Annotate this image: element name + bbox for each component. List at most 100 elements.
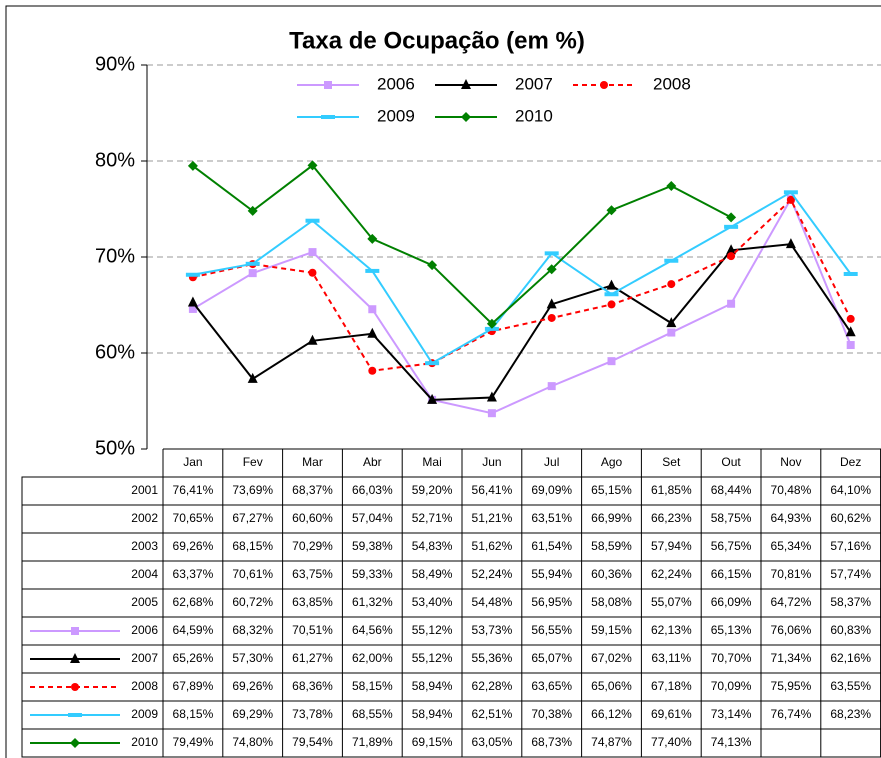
table-cell: 74,87% (591, 735, 632, 749)
legend-label: 2010 (515, 106, 553, 125)
table-cell: 69,26% (232, 679, 273, 693)
marker (324, 81, 332, 89)
table-cell: 62,13% (651, 623, 692, 637)
y-tick-label: 70% (95, 245, 135, 267)
marker (308, 268, 317, 277)
marker (546, 298, 557, 309)
table-cell: 59,15% (591, 623, 632, 637)
marker (607, 300, 616, 309)
legend-label: 2006 (377, 74, 415, 93)
table-cell: 69,26% (173, 539, 214, 553)
table-cell: 64,93% (771, 511, 812, 525)
table-cell: 79,49% (173, 735, 214, 749)
marker (365, 268, 380, 273)
table-cell: 53,73% (472, 623, 513, 637)
table-cell: 73,69% (232, 483, 273, 497)
table-cell: 61,27% (292, 651, 333, 665)
table-cell: 65,26% (173, 651, 214, 665)
x-tick-label: Out (721, 455, 741, 469)
marker (604, 292, 619, 297)
table-cell: 62,68% (173, 595, 214, 609)
table-cell: 51,62% (472, 539, 513, 553)
marker (487, 409, 496, 418)
marker (461, 79, 471, 89)
table-cell: 65,34% (771, 539, 812, 553)
marker (247, 205, 258, 216)
y-tick-label: 80% (95, 149, 135, 171)
table-cell: 68,44% (711, 483, 752, 497)
table-cell: 58,75% (711, 511, 752, 525)
table-cell: 68,32% (232, 623, 273, 637)
table-cell: 54,48% (472, 595, 513, 609)
table-cell: 55,12% (412, 651, 453, 665)
table-cell: 59,33% (352, 567, 393, 581)
table-cell: 55,94% (531, 567, 572, 581)
table-cell: 62,28% (472, 679, 513, 693)
table-cell: 68,73% (531, 735, 572, 749)
marker (845, 326, 856, 337)
series (187, 238, 856, 404)
series-line (192, 198, 852, 372)
x-tick-label: Fev (243, 455, 263, 469)
x-tick-label: Ago (601, 455, 623, 469)
table-cell: 67,18% (651, 679, 692, 693)
table-cell: 68,15% (232, 539, 273, 553)
table-cell: 67,02% (591, 651, 632, 665)
table-cell: 70,09% (711, 679, 752, 693)
marker (188, 304, 197, 313)
row-label: 2001 (131, 483, 158, 497)
marker (547, 313, 556, 322)
y-tick-label: 60% (95, 341, 135, 363)
table-cell: 68,36% (292, 679, 333, 693)
series-line (192, 190, 852, 365)
table-cell: 65,15% (591, 483, 632, 497)
x-tick-label: Set (662, 455, 681, 469)
table-cell: 62,00% (352, 651, 393, 665)
table-cell: 76,41% (173, 483, 214, 497)
table-cell: 69,29% (232, 707, 273, 721)
y-tick-label: 50% (95, 437, 135, 459)
legend-label: 2008 (653, 74, 691, 93)
table-cell: 76,74% (771, 707, 812, 721)
marker (425, 361, 440, 366)
table-cell: 74,80% (232, 735, 273, 749)
marker (368, 305, 377, 314)
table-cell: 64,72% (771, 595, 812, 609)
row-label: 2003 (131, 539, 158, 553)
marker (70, 738, 80, 748)
series (187, 160, 737, 329)
marker (427, 393, 438, 404)
table-cell: 53,40% (412, 595, 453, 609)
table-cell: 55,12% (412, 623, 453, 637)
table-cell: 60,83% (830, 623, 871, 637)
table-cell: 73,78% (292, 707, 333, 721)
table-cell: 68,23% (830, 707, 871, 721)
table-cell: 63,85% (292, 595, 333, 609)
table-cell: 58,49% (412, 567, 453, 581)
table-cell: 57,74% (830, 567, 871, 581)
table-cell: 67,89% (173, 679, 214, 693)
table-cell: 74,13% (711, 735, 752, 749)
table-cell: 70,65% (173, 511, 214, 525)
table-cell: 63,51% (531, 511, 572, 525)
marker (484, 326, 499, 331)
table-cell: 70,29% (292, 539, 333, 553)
table-cell: 60,36% (591, 567, 632, 581)
legend-label: 2009 (377, 106, 415, 125)
table-cell: 65,06% (591, 679, 632, 693)
table-cell: 65,13% (711, 623, 752, 637)
table-cell: 66,15% (711, 567, 752, 581)
table-cell: 63,05% (472, 735, 513, 749)
y-tick-label: 90% (95, 53, 135, 75)
marker (247, 372, 258, 383)
table-cell: 56,55% (531, 623, 572, 637)
marker (726, 244, 737, 255)
marker (600, 81, 608, 89)
marker (321, 115, 335, 119)
marker (187, 296, 198, 307)
row-label: 2007 (131, 651, 158, 665)
marker (667, 280, 676, 289)
table-cell: 58,94% (412, 707, 453, 721)
marker (187, 160, 198, 171)
marker (427, 260, 438, 271)
